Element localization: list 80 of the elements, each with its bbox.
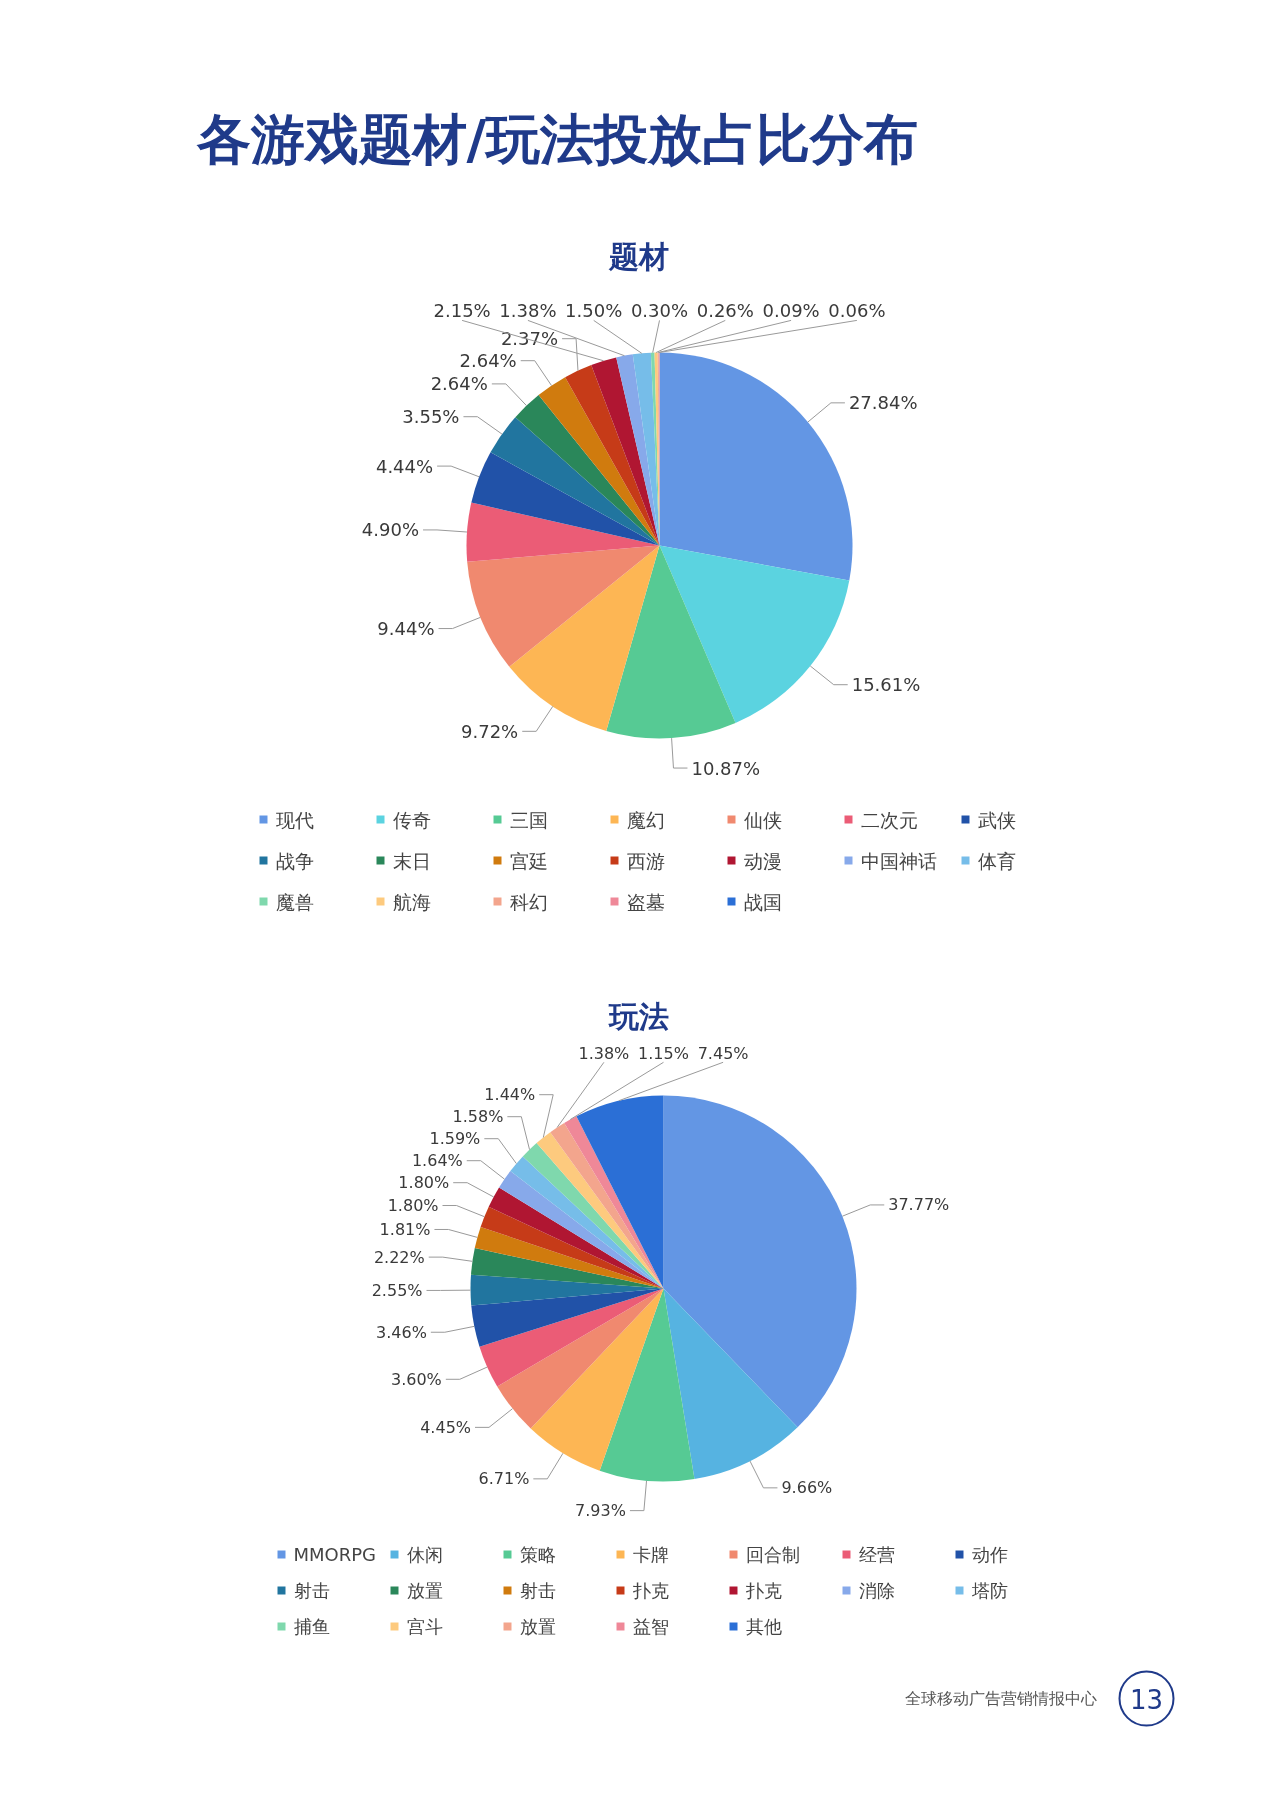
data-label: 1.80%	[398, 1173, 450, 1193]
legend-label: 动漫	[743, 849, 782, 872]
legend-label: 传奇	[392, 808, 431, 831]
legend-label: 宫斗	[406, 1616, 443, 1637]
text: 全球移动广告营销情报中心	[904, 1689, 1097, 1708]
data-label: 27.84%	[848, 392, 918, 414]
data-label: 2.64%	[459, 350, 517, 372]
data-label: 7.93%	[575, 1501, 626, 1521]
legend-label: 经营	[858, 1544, 895, 1565]
data-label: 1.38%	[578, 1044, 630, 1063]
data-label: 0.06%	[828, 300, 886, 321]
data-label: 1.44%	[484, 1085, 536, 1105]
legend-label: 回合制	[745, 1544, 800, 1565]
legend-label: 扑克	[631, 1580, 669, 1601]
legend-label: 塔防	[970, 1580, 1008, 1601]
legend-label: 现代	[275, 808, 314, 831]
legend-label: 盗墓	[626, 890, 665, 913]
data-label: 3.46%	[376, 1322, 427, 1342]
legend-label: 科幻	[509, 890, 548, 913]
data-label: 1.50%	[565, 300, 623, 321]
legend-label: 二次元	[860, 808, 918, 831]
legend-label: 魔幻	[626, 808, 665, 831]
legend-label: 益智	[632, 1616, 669, 1637]
legend-label: 武侠	[977, 808, 1016, 831]
data-label: 2.22%	[373, 1247, 425, 1267]
data-label: 1.38%	[499, 300, 557, 321]
chart-title: 玩法	[607, 999, 669, 1034]
legend-label: 放置	[519, 1616, 556, 1637]
data-label: 0.26%	[696, 300, 754, 321]
data-label: 6.71%	[478, 1469, 530, 1489]
legend-label: 其他	[745, 1616, 782, 1637]
legend-label: 策略	[519, 1544, 556, 1565]
legend-label: 中国神话	[860, 849, 937, 872]
data-label: 1.15%	[638, 1044, 689, 1063]
data-label: 4.44%	[375, 455, 434, 477]
data-label: 2.64%	[430, 373, 488, 395]
legend-label: 射击	[293, 1580, 330, 1601]
legend-label: 魔兽	[275, 890, 314, 913]
legend-label: 消除	[858, 1580, 895, 1601]
legend-label: 战国	[743, 890, 782, 913]
legend-label: 捕鱼	[293, 1616, 330, 1637]
legend-label: 射击	[519, 1580, 556, 1601]
data-label: 1.81%	[379, 1219, 431, 1239]
data-label: 37.77%	[888, 1195, 950, 1215]
data-label: 1.80%	[387, 1196, 439, 1216]
legend-label: 放置	[406, 1580, 443, 1601]
data-label: 0.09%	[762, 300, 820, 321]
data-label: 3.60%	[390, 1369, 442, 1389]
data-label: 0.30%	[630, 300, 689, 321]
legend-label: 航海	[392, 890, 431, 913]
legend-label: 仙侠	[743, 808, 782, 831]
data-label: 2.55%	[371, 1280, 423, 1300]
chart-title: 各游戏题材/玩法投放占比分布	[195, 108, 919, 171]
data-label: 2.15%	[433, 300, 491, 321]
data-label: 4.90%	[361, 519, 420, 541]
data-label: 1.64%	[411, 1151, 463, 1171]
legend-label: 西游	[626, 849, 665, 872]
data-label: 4.45%	[420, 1417, 472, 1437]
data-label: 9.66%	[781, 1478, 833, 1498]
legend-label: 末日	[392, 849, 431, 872]
legend-label: 动作	[971, 1544, 1008, 1565]
legend-label: 宫廷	[509, 849, 548, 872]
data-label: 1.59%	[429, 1129, 481, 1149]
legend-label: MMORPG	[293, 1544, 377, 1565]
data-label: 9.72%	[461, 720, 519, 742]
data-label: 2.37%	[500, 328, 559, 350]
legend-label: 战争	[275, 849, 314, 872]
text: 13	[1129, 1684, 1164, 1715]
legend-label: 卡牌	[632, 1544, 669, 1565]
legend-label: 体育	[977, 849, 1016, 872]
legend-label: 休闲	[406, 1544, 443, 1565]
data-label: 10.87%	[691, 757, 761, 779]
data-label: 3.55%	[402, 406, 460, 428]
data-label: 1.58%	[452, 1107, 504, 1127]
legend-label: 扑克	[744, 1580, 782, 1601]
data-label: 7.45%	[697, 1044, 749, 1063]
chart-subtitle: 题材	[607, 239, 669, 274]
legend-label: 三国	[509, 808, 548, 831]
data-label: 9.44%	[377, 618, 435, 640]
data-label: 15.61%	[851, 674, 921, 696]
